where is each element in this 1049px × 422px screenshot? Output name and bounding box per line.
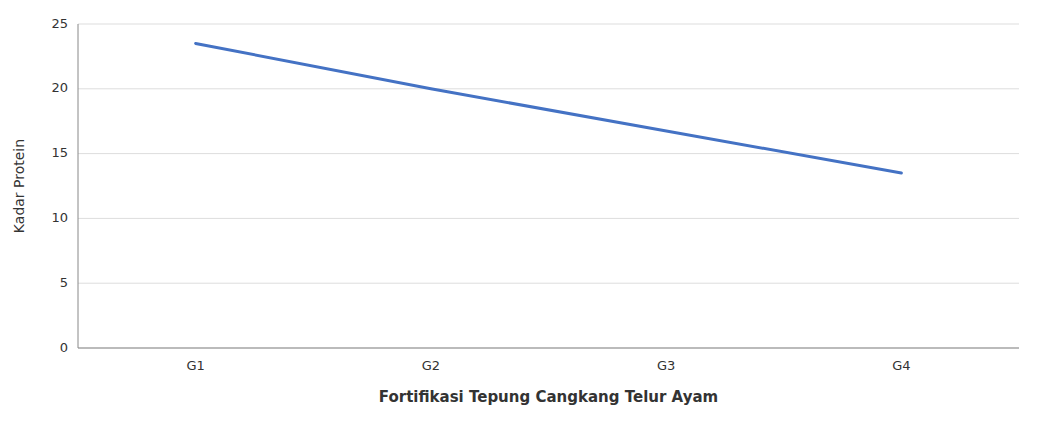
grid-line xyxy=(78,24,1019,25)
grid-line xyxy=(78,218,1019,219)
grid xyxy=(78,24,1019,348)
grid-line xyxy=(78,153,1019,154)
y-tick-label: 20 xyxy=(51,80,68,95)
grid-line xyxy=(78,283,1019,284)
y-tick-label: 25 xyxy=(51,16,68,31)
x-tick-label: G3 xyxy=(657,358,675,373)
x-tick-label: G4 xyxy=(892,358,910,373)
chart-container: 0 5 10 15 20 25 G1 G2 G3 G4 Fortifikasi Tepung Can… xyxy=(0,0,1049,422)
y-axis-title: Kadar Protein xyxy=(11,139,27,233)
y-tick-label: 10 xyxy=(51,210,68,225)
x-axis-line xyxy=(78,348,1019,349)
y-axis: 0 5 10 15 20 25 xyxy=(51,16,78,355)
y-tick-label: 15 xyxy=(51,145,68,160)
chart-svg: 0 5 10 15 20 25 G1 G2 G3 G4 Fortifikasi Tepung Can… xyxy=(0,0,1049,422)
y-tick-label: 5 xyxy=(60,275,68,290)
x-axis: G1 G2 G3 G4 xyxy=(78,348,1019,373)
x-tick-label: G2 xyxy=(422,358,440,373)
x-axis-title: Fortifikasi Tepung Cangkang Telur Ayam xyxy=(379,388,718,406)
y-axis-line xyxy=(78,24,79,348)
data-line xyxy=(196,43,902,173)
x-tick-label: G1 xyxy=(186,358,204,373)
plot-area xyxy=(196,43,902,173)
grid-line xyxy=(78,348,1019,349)
grid-line xyxy=(78,88,1019,89)
y-tick-label: 0 xyxy=(60,340,68,355)
